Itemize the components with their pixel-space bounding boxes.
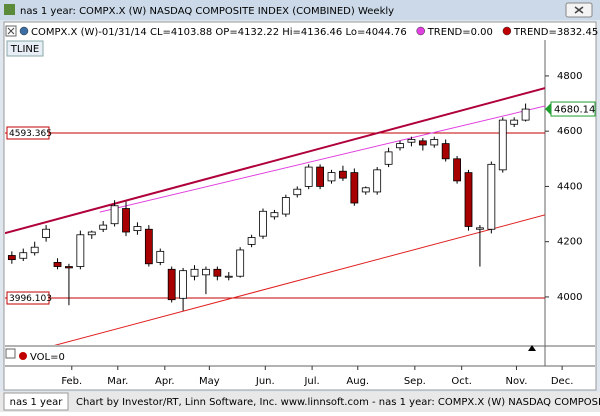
candle-body	[316, 166, 324, 187]
legend: COMPX.X (W)-01/31/14 CL=4103.88 OP=4132.…	[19, 26, 598, 38]
x-tick-label: Dec.	[551, 376, 574, 387]
candle-body	[350, 172, 359, 204]
candle-body	[110, 205, 119, 225]
candle-body	[224, 275, 233, 278]
candle-body	[304, 166, 313, 187]
candle-body	[30, 246, 39, 254]
candle-body	[7, 255, 16, 261]
candle-body	[418, 140, 427, 146]
candle-body	[179, 270, 187, 299]
app-icon	[4, 4, 15, 15]
candle-body	[87, 231, 96, 236]
candle-body	[521, 108, 530, 121]
legend-icon	[502, 26, 512, 36]
x-tick-label: Jun.	[255, 376, 275, 387]
candle-body	[144, 228, 153, 265]
legend-close-icon	[7, 27, 15, 35]
close-icon	[574, 6, 584, 14]
y-tick-label: 4200	[557, 237, 582, 248]
marker	[528, 345, 536, 351]
candle-body	[99, 224, 108, 230]
last-price-label: 4680.14	[554, 105, 595, 116]
candle-body	[407, 139, 416, 143]
legend-icon	[19, 26, 29, 36]
tline-label: TLINE	[10, 44, 39, 55]
candle-body	[76, 234, 85, 267]
candle-body	[156, 250, 165, 263]
candle-body	[441, 143, 450, 160]
candle-body	[190, 268, 199, 277]
y-tick-label: 4400	[557, 181, 582, 192]
candle-body	[361, 187, 370, 193]
x-tick-label: Oct.	[451, 376, 471, 387]
x-tick-label: Apr.	[155, 376, 175, 387]
candle-body	[259, 210, 267, 237]
candle-body	[487, 163, 496, 230]
legend-icon	[416, 26, 425, 36]
plot	[5, 87, 545, 345]
ref-label-box	[6, 126, 50, 140]
y-tick-label: 4600	[557, 126, 582, 137]
title-bar	[0, 0, 600, 20]
volume-label: VOL=0	[30, 352, 65, 363]
candle-body	[236, 249, 245, 277]
candle-body	[476, 227, 484, 230]
candle-body	[464, 172, 473, 227]
candle-body	[396, 143, 404, 149]
candle-body	[430, 139, 439, 146]
window-title: nas 1 year: COMPX.X (W) NASDAQ COMPOSITE…	[20, 6, 394, 17]
candle-body	[510, 119, 519, 125]
last-price-arrow	[545, 103, 551, 116]
x-tick-label: Mar.	[107, 376, 128, 387]
status-bar	[0, 392, 600, 412]
candle-body	[281, 197, 290, 215]
vol-icon	[19, 352, 27, 360]
trendline	[54, 214, 545, 345]
candle-body	[453, 158, 461, 182]
ref-label: 4593.365	[9, 129, 52, 139]
candle-body	[339, 170, 347, 179]
x-tick-label: Aug.	[346, 376, 369, 387]
ref-label-box	[6, 291, 50, 305]
last-price-box	[550, 101, 596, 117]
candle-body	[133, 226, 142, 232]
candle-body	[167, 268, 176, 301]
candle-body	[213, 268, 222, 277]
candle-body	[384, 151, 393, 165]
x-tick-label: May	[199, 376, 220, 387]
candle-body	[498, 119, 507, 171]
candle-body	[247, 237, 256, 245]
legend-text: TREND=3832.45	[513, 27, 598, 38]
ref-label: 3996.103	[9, 294, 52, 304]
candle-body	[270, 212, 279, 218]
trendline	[99, 105, 545, 213]
candle-body	[293, 188, 302, 196]
candle-body	[373, 169, 382, 193]
legend-text: COMPX.X (W)-01/31/14 CL=4103.88 OP=4132.…	[31, 27, 407, 38]
legend-text: TREND=0.00	[427, 27, 493, 38]
candle-body	[65, 266, 73, 269]
candle-body	[42, 228, 50, 238]
tline-button[interactable]	[6, 40, 44, 57]
trendline	[5, 87, 545, 235]
candle-body	[122, 208, 130, 233]
candle-body	[53, 261, 62, 267]
vol-close[interactable]	[5, 348, 16, 359]
x-tick-label: Sep.	[404, 376, 426, 387]
x-tick-label: Feb.	[61, 376, 82, 387]
candle-body	[327, 172, 336, 182]
y-tick-label: 4000	[557, 292, 582, 303]
tab-label: nas 1 year	[10, 397, 64, 408]
candle-body	[19, 252, 28, 259]
tab[interactable]	[3, 392, 69, 411]
candle-body	[202, 268, 210, 276]
y-tick-label: 4800	[557, 71, 582, 82]
x-tick-label: Nov.	[505, 376, 527, 387]
status-text: Chart by Investor/RT, Linn Software, Inc…	[76, 397, 600, 408]
x-tick-label: Jul.	[303, 376, 319, 387]
